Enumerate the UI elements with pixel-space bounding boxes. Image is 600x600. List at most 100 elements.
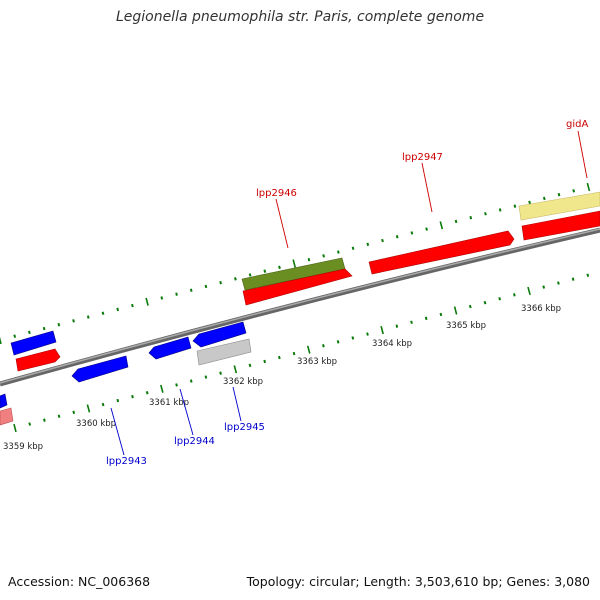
minor-tick [366,332,369,336]
minor-tick [528,200,531,205]
minor-tick [72,410,76,415]
minor-tick [219,280,222,285]
minor-tick [410,231,414,235]
gene-feature[interactable] [71,355,129,383]
minor-tick [484,212,487,216]
minor-tick [160,296,164,300]
scale-tick-label: 3366 kbp [521,304,561,314]
scale-labels: 3359 kbp 3360 kbp 3361 kbp 3362 kbp 3363… [3,304,561,452]
minor-tick [263,269,267,273]
gene-label-lpp2947[interactable]: lpp2947 [402,152,443,163]
minor-tick [189,288,193,292]
scale-tick-label: 3361 kbp [149,398,189,408]
major-tick [233,365,238,374]
gene-label-lpp2944[interactable]: lpp2944 [174,436,215,447]
minor-tick [248,363,252,368]
gene-label-lpp2943[interactable]: lpp2943 [106,456,147,467]
minor-tick [116,398,120,403]
minor-tick [57,322,61,327]
major-tick [586,182,591,192]
gene-feature[interactable] [368,230,515,275]
minor-tick [43,418,46,422]
minor-tick [586,273,590,277]
reverse-feature-track [0,321,252,426]
gene-leader-lines [110,130,588,456]
minor-tick [116,307,120,312]
minor-tick [189,379,193,383]
forward-feature-track [15,191,600,372]
minor-tick [542,285,546,289]
minor-tick [307,257,311,262]
major-tick [0,336,2,345]
genome-stats-text: Topology: circular; Length: 3,503,610 bp… [246,574,590,589]
minor-tick [42,326,46,331]
scale-tick-label: 3363 kbp [297,357,337,367]
minor-tick [292,351,296,356]
major-tick [527,286,531,296]
gene-labels: lpp2946 lpp2947 gidA lpp2943 lpp2944 lpp… [106,119,588,467]
gene-feature[interactable] [15,348,61,372]
gene-feature[interactable] [518,191,600,221]
minor-tick [28,422,32,426]
gene-feature[interactable] [242,268,353,306]
gene-feature[interactable] [0,407,14,426]
genome-backbone [0,227,600,387]
major-tick [306,345,311,354]
minor-tick [351,336,355,340]
minor-tick [278,265,281,270]
minor-tick [131,303,134,308]
minor-tick [557,192,561,197]
minor-tick [131,394,134,399]
minor-tick [322,344,325,348]
minor-tick [278,355,281,360]
gene-label-lpp2945[interactable]: lpp2945 [224,422,265,433]
minor-tick [204,284,208,289]
minor-tick [322,254,325,258]
minor-tick [483,300,487,305]
minor-tick [410,320,413,324]
scale-tick-label: 3359 kbp [3,442,43,452]
minor-tick [513,204,517,208]
major-tick [439,221,444,230]
minor-tick [381,238,384,243]
minor-tick [28,330,31,335]
minor-tick [204,375,208,379]
minor-tick [542,196,546,201]
minor-tick [13,334,17,338]
gene-label-lpp2946[interactable]: lpp2946 [256,188,297,199]
minor-tick [468,304,472,309]
minor-tick [145,391,149,395]
accession-text: Accession: NC_006368 [8,574,151,589]
scale-tick-label: 3364 kbp [372,339,412,349]
minor-tick [57,414,61,418]
gene-feature[interactable] [0,393,8,409]
major-tick [145,297,149,306]
minor-tick [557,281,560,285]
minor-tick [219,371,222,375]
gene-feature[interactable] [148,336,192,360]
minor-tick [498,297,501,301]
minor-tick [86,315,90,319]
major-tick [86,404,91,413]
minor-tick [498,208,502,212]
minor-tick [175,383,178,387]
minor-tick [248,273,252,277]
minor-tick [175,292,178,296]
gene-label-gidA[interactable]: gidA [566,119,588,130]
minor-tick [101,402,105,407]
minor-tick [337,250,340,254]
minor-tick [351,246,355,250]
minor-tick [424,316,428,321]
major-tick [453,306,458,315]
major-tick [292,259,296,268]
gene-feature[interactable] [196,338,252,366]
minor-tick [425,227,428,231]
minor-tick [395,235,399,239]
scale-tick-label: 3365 kbp [446,321,486,331]
minor-tick [513,293,516,297]
gene-feature[interactable] [10,330,57,356]
gene-feature[interactable] [521,210,600,241]
major-tick [13,423,17,433]
gene-feature[interactable] [192,321,247,348]
